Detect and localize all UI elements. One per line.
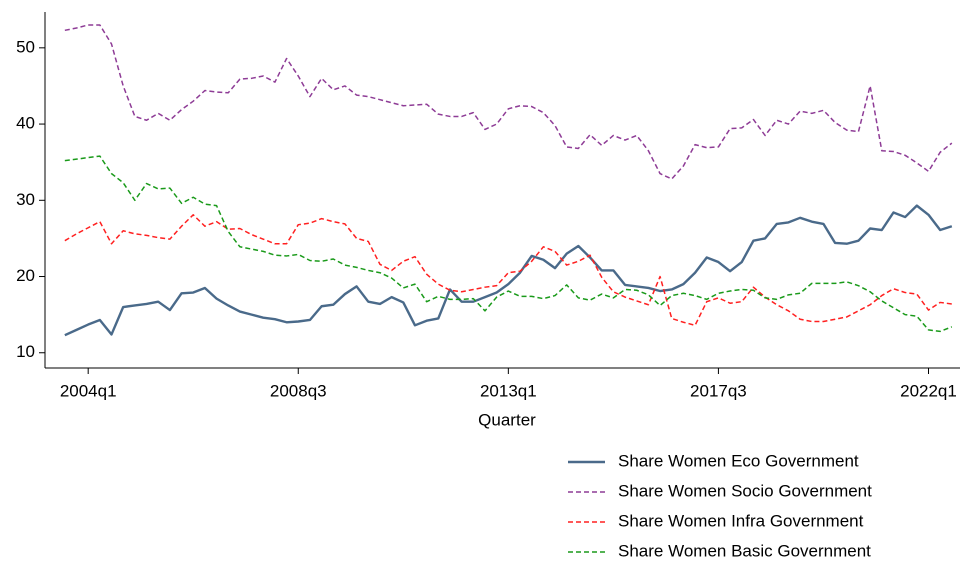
legend-label: Share Women Infra Government bbox=[618, 511, 864, 530]
y-tick-label: 10 bbox=[16, 342, 35, 361]
series-line bbox=[64, 214, 952, 327]
y-tick-label: 50 bbox=[16, 37, 35, 56]
legend-label: Share Women Eco Government bbox=[618, 451, 859, 470]
legend-label: Share Women Basic Government bbox=[618, 541, 871, 560]
x-tick-label: 2013q1 bbox=[480, 381, 537, 400]
x-tick-label: 2008q3 bbox=[270, 381, 327, 400]
series-line bbox=[64, 24, 953, 180]
series-line bbox=[64, 155, 953, 333]
x-tick-label: 2004q1 bbox=[60, 381, 117, 400]
x-axis-title: Quarter bbox=[478, 410, 536, 429]
series-line bbox=[64, 204, 953, 337]
x-tick-label: 2017q3 bbox=[690, 381, 747, 400]
y-tick-label: 20 bbox=[16, 266, 35, 285]
y-tick-label: 30 bbox=[16, 190, 35, 209]
x-tick-label: 2022q1 bbox=[900, 381, 957, 400]
y-tick-label: 40 bbox=[16, 114, 35, 133]
legend-label: Share Women Socio Government bbox=[618, 481, 872, 500]
